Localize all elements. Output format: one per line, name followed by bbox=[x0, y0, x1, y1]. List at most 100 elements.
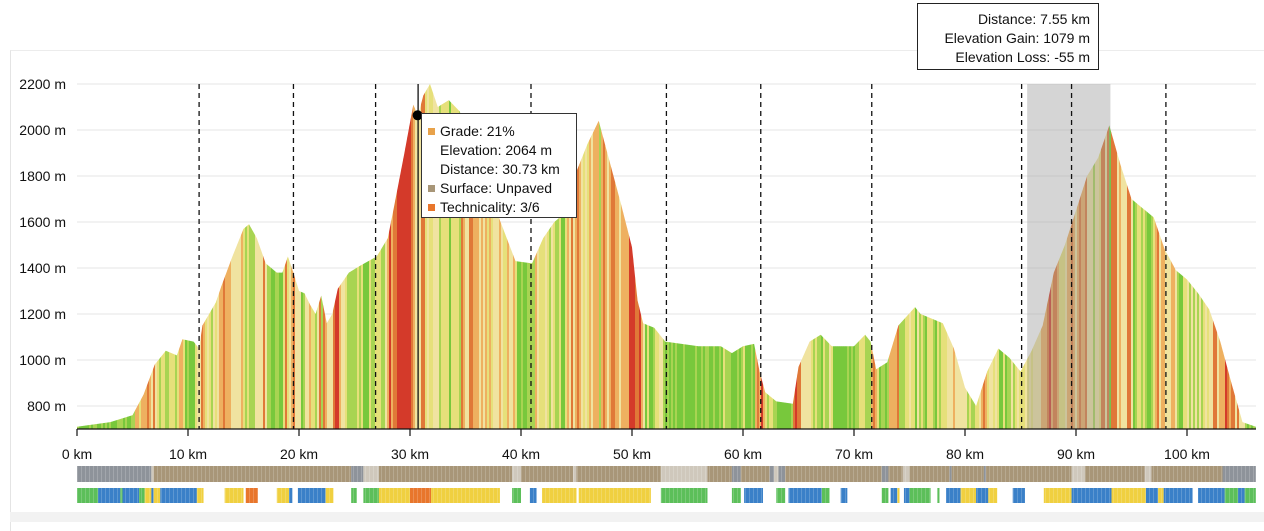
bar-texture-line bbox=[241, 466, 242, 503]
grade-stripe bbox=[809, 84, 812, 429]
bar-texture-line bbox=[1201, 466, 1202, 503]
bar-texture-line bbox=[1101, 466, 1102, 503]
bar-texture-line bbox=[385, 466, 386, 503]
grade-stripe bbox=[237, 84, 240, 429]
bar-texture-line bbox=[941, 466, 942, 503]
grade-stripe bbox=[213, 84, 216, 429]
bar-texture-line bbox=[1093, 466, 1094, 503]
bar-texture-line bbox=[461, 466, 462, 503]
bar-texture-line bbox=[77, 466, 78, 503]
bar-texture-line bbox=[1029, 466, 1030, 503]
bar-texture-line bbox=[121, 466, 122, 503]
bar-texture-line bbox=[909, 466, 910, 503]
bar-texture-line bbox=[1037, 466, 1038, 503]
grade-stripe bbox=[899, 84, 902, 429]
bar-texture-line bbox=[825, 466, 826, 503]
bar-texture-line bbox=[581, 466, 582, 503]
grade-stripe bbox=[701, 84, 704, 429]
bar-texture-line bbox=[1089, 466, 1090, 503]
grade-stripe bbox=[343, 84, 346, 429]
grade-stripe bbox=[261, 84, 264, 429]
bar-texture-line bbox=[453, 466, 454, 503]
bar-texture-line bbox=[1237, 466, 1238, 503]
grade-stripe bbox=[1079, 84, 1082, 429]
grade-stripe bbox=[563, 84, 566, 429]
grade-stripe bbox=[793, 84, 796, 429]
surface-segment bbox=[151, 466, 154, 482]
grade-stripe bbox=[481, 84, 484, 429]
grade-stripe bbox=[1167, 84, 1170, 429]
grade-stripe bbox=[845, 84, 848, 429]
bar-texture-line bbox=[505, 466, 506, 503]
grade-stripe bbox=[173, 84, 176, 429]
bar-texture-line bbox=[381, 466, 382, 503]
bar-texture-line bbox=[253, 466, 254, 503]
grade-stripe bbox=[961, 84, 964, 429]
bar-texture-line bbox=[889, 466, 890, 503]
technicality-segment bbox=[903, 488, 910, 503]
bar-texture-line bbox=[85, 466, 86, 503]
bar-texture-line bbox=[633, 466, 634, 503]
y-tick-label: 1400 m bbox=[19, 260, 66, 276]
grade-stripe bbox=[495, 84, 498, 429]
bar-texture-line bbox=[961, 466, 962, 503]
bar-texture-line bbox=[257, 466, 258, 503]
technicality-segment bbox=[512, 488, 521, 503]
bar-texture-line bbox=[521, 466, 522, 503]
grade-stripe bbox=[617, 84, 620, 429]
grade-stripe bbox=[167, 84, 170, 429]
y-tick-label: 800 m bbox=[27, 398, 66, 414]
grade-stripe bbox=[995, 84, 998, 429]
grade-stripe bbox=[1025, 84, 1028, 429]
bar-texture-line bbox=[421, 466, 422, 503]
grade-stripe bbox=[1179, 84, 1182, 429]
grade-stripe bbox=[737, 84, 740, 429]
grade-stripe bbox=[77, 84, 80, 429]
grade-stripe bbox=[379, 84, 382, 429]
grade-stripe bbox=[309, 84, 312, 429]
grade-stripe bbox=[819, 84, 822, 429]
bar-texture-line bbox=[1229, 466, 1230, 503]
bar-texture-line bbox=[705, 466, 706, 503]
grade-stripe bbox=[171, 84, 174, 429]
technicality-segment bbox=[1244, 488, 1256, 503]
grade-stripe bbox=[883, 84, 886, 429]
grade-stripe bbox=[421, 84, 424, 429]
grade-stripe bbox=[1243, 84, 1246, 429]
grade-stripe bbox=[215, 84, 218, 429]
grade-stripe bbox=[265, 84, 268, 429]
grade-stripe bbox=[707, 84, 710, 429]
bar-texture-line bbox=[173, 466, 174, 503]
bar-texture-line bbox=[397, 466, 398, 503]
hover-tooltip: Grade: 21% Elevation: 2064 m Distance: 3… bbox=[421, 113, 577, 218]
grade-stripe bbox=[463, 84, 466, 429]
grade-stripe bbox=[825, 84, 828, 429]
grade-stripe bbox=[277, 84, 280, 429]
technicality-segment bbox=[224, 488, 244, 503]
surface-segment bbox=[983, 466, 987, 482]
grade-stripe bbox=[935, 84, 938, 429]
grade-stripe bbox=[345, 84, 348, 429]
grade-stripe bbox=[1139, 84, 1142, 429]
bar-texture-line bbox=[301, 466, 302, 503]
bar-texture-line bbox=[985, 466, 986, 503]
x-tick-label: 30 km bbox=[391, 446, 429, 462]
grade-stripe bbox=[117, 84, 120, 429]
grade-stripe bbox=[913, 84, 916, 429]
surface-segment bbox=[521, 466, 574, 482]
technicality-segment bbox=[1111, 488, 1146, 503]
grade-stripe bbox=[475, 84, 478, 429]
bar-texture-line bbox=[1125, 466, 1126, 503]
bar-texture-line bbox=[425, 466, 426, 503]
x-tick-label: 20 km bbox=[280, 446, 318, 462]
bar-texture-line bbox=[481, 466, 482, 503]
grade-stripe bbox=[545, 84, 548, 429]
grade-stripe bbox=[329, 84, 332, 429]
bar-texture-line bbox=[389, 466, 390, 503]
grade-stripe bbox=[821, 84, 824, 429]
technicality-segment bbox=[744, 488, 763, 503]
grade-stripe bbox=[455, 84, 458, 429]
grade-stripe bbox=[1065, 84, 1068, 429]
grade-stripe bbox=[747, 84, 750, 429]
